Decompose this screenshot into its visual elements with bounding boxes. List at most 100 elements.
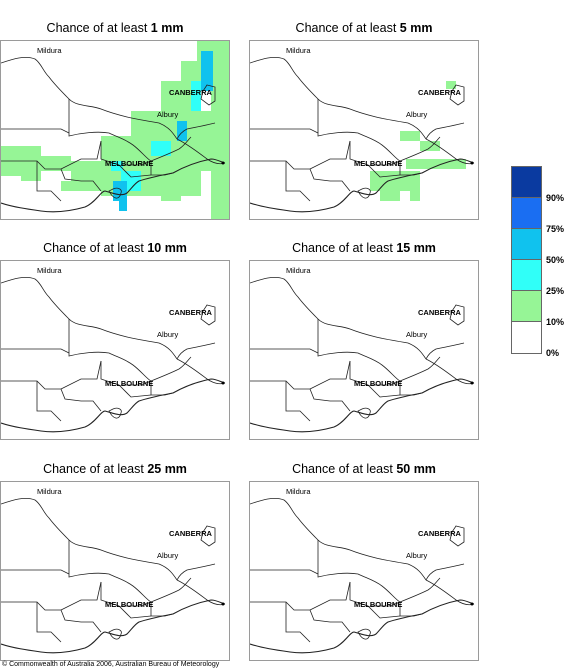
gabo-island-marker: [221, 602, 225, 606]
boundary-inner4: [60, 581, 102, 611]
boundary-inner7: [370, 601, 401, 607]
legend-label-0: 0%: [546, 348, 560, 358]
shading-cell: [41, 156, 71, 171]
map-panel-25mm: Mildura CANBERRA Albury MELBOURNE: [0, 481, 230, 661]
boundary-vic: [68, 540, 192, 603]
boundary-inner6: [399, 381, 423, 396]
boundary-inner4: [309, 581, 351, 611]
place-label-melbourne: MELBOURNE: [105, 600, 153, 609]
place-label-albury: Albury: [157, 110, 179, 119]
boundary-nswUpper: [176, 122, 216, 140]
boundary-hume: [176, 358, 226, 385]
boundary-inner2: [100, 141, 152, 178]
place-label-albury: Albury: [406, 110, 428, 119]
place-label-melbourne: MELBOURNE: [354, 159, 402, 168]
boundary-nsw: [250, 497, 427, 581]
legend-swatch-10: [512, 291, 541, 322]
boundary-inner5: [330, 180, 351, 192]
place-label-canberra: CANBERRA: [169, 88, 213, 97]
shading-cell: [211, 41, 229, 219]
boundary-coast: [250, 378, 475, 433]
map-outline: Mildura CANBERRA Albury MELBOURNE: [1, 487, 226, 654]
map-5mm-shading: Mildura CANBERRA Albury MELBOURNE: [250, 46, 475, 213]
map-panel-10mm: Mildura CANBERRA Albury MELBOURNE: [0, 260, 230, 440]
boundary-inner4: [60, 360, 102, 390]
boundary-inner6: [150, 381, 174, 396]
place-label-albury: Albury: [406, 330, 428, 339]
boundary-inner3: [36, 602, 62, 643]
place-label-melbourne: MELBOURNE: [354, 600, 402, 609]
boundary-nsw: [1, 56, 178, 140]
shading-cell: [119, 197, 127, 211]
boundary-state1: [1, 128, 70, 134]
shading-cell: [191, 81, 201, 111]
port-phillip-bay: [108, 628, 122, 640]
boundary-inner6: [399, 161, 423, 176]
boundary-nsw: [1, 497, 178, 581]
legend-swatch-0: [512, 322, 541, 353]
boundary-inner6: [150, 161, 174, 176]
boundary-inner1: [1, 160, 82, 182]
boundary-state1: [250, 569, 319, 575]
boundary-act: [449, 525, 465, 547]
map-10mm: Mildura CANBERRA Albury MELBOURNE: [1, 266, 226, 433]
boundary-inner7: [370, 380, 401, 386]
place-label-canberra: CANBERRA: [418, 88, 462, 97]
map-outline: Mildura CANBERRA Albury MELBOURNE: [250, 46, 475, 213]
port-phillip-bay: [108, 187, 122, 199]
boundary-inner5: [330, 400, 351, 412]
place-label-canberra: CANBERRA: [169, 308, 213, 317]
boundary-inner3: [36, 381, 62, 422]
boundary-inner3: [285, 602, 311, 643]
boundary-inner2: [349, 141, 401, 178]
shading-cell: [400, 131, 420, 141]
boundary-inner1: [1, 380, 82, 402]
boundary-inner4: [309, 360, 351, 390]
map-panel-50mm: Mildura CANBERRA Albury MELBOURNE: [249, 481, 479, 661]
map-outline: Mildura CANBERRA Albury MELBOURNE: [1, 266, 226, 433]
boundary-vic: [317, 540, 441, 603]
boundary-vic: [68, 319, 192, 382]
boundary-coast: [1, 599, 226, 654]
boundary-nsw: [1, 276, 178, 360]
legend-swatch-75: [512, 198, 541, 229]
boundary-hume: [425, 138, 475, 165]
boundary-act: [449, 84, 465, 106]
shading-cell: [406, 159, 466, 169]
boundary-inner7: [370, 160, 401, 166]
boundary-inner2: [100, 361, 152, 398]
boundary-inner5: [81, 180, 102, 192]
place-label-melbourne: MELBOURNE: [105, 379, 153, 388]
place-label-mildura: Mildura: [37, 266, 62, 275]
boundary-inner3: [36, 161, 62, 202]
boundary-inner4: [309, 140, 351, 170]
panel-title-1mm: Chance of at least 1 mm: [46, 21, 184, 35]
legend-label-10: 10%: [546, 317, 565, 327]
gabo-island-marker: [470, 381, 474, 385]
boundary-inner2: [100, 582, 152, 619]
port-phillip-bay: [357, 628, 371, 640]
map-outline: Mildura CANBERRA Albury MELBOURNE: [250, 266, 475, 433]
shading-cell: [380, 186, 400, 201]
shading-cell: [111, 161, 123, 171]
boundary-act: [449, 304, 465, 326]
shading-cell: [201, 51, 213, 91]
boundary-state1: [250, 128, 319, 134]
panel-title-25mm: Chance of at least 25 mm: [43, 462, 187, 476]
shading-cell: [410, 171, 420, 201]
boundary-vic: [68, 99, 192, 162]
place-label-albury: Albury: [406, 551, 428, 560]
boundary-act: [200, 304, 216, 326]
boundary-inner7: [121, 380, 152, 386]
boundary-inner1: [1, 601, 82, 623]
panel-title-15mm: Chance of at least 15 mm: [292, 241, 436, 255]
boundary-coast: [1, 378, 226, 433]
legend-label-75: 75%: [546, 224, 565, 234]
place-label-albury: Albury: [157, 330, 179, 339]
map-panel-15mm: Mildura CANBERRA Albury MELBOURNE: [249, 260, 479, 440]
boundary-nsw: [250, 56, 427, 140]
boundary-inner5: [330, 621, 351, 633]
shading-cell: [61, 181, 71, 191]
boundary-state1: [250, 348, 319, 354]
boundary-inner5: [81, 400, 102, 412]
